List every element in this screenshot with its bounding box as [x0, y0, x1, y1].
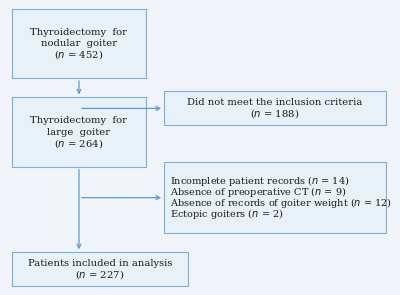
Text: ($n$ = 264): ($n$ = 264) [54, 137, 104, 150]
Text: ($n$ = 452): ($n$ = 452) [54, 48, 104, 61]
Text: Patients included in analysis: Patients included in analysis [28, 259, 172, 268]
Text: ($n$ = 227): ($n$ = 227) [75, 268, 125, 281]
Text: Absence of records of goiter weight ($n$ = 12): Absence of records of goiter weight ($n$… [170, 196, 392, 210]
FancyBboxPatch shape [12, 9, 146, 78]
FancyBboxPatch shape [164, 91, 386, 125]
Text: ($n$ = 188): ($n$ = 188) [250, 108, 300, 120]
Text: Thyroidectomy  for: Thyroidectomy for [30, 28, 128, 37]
FancyBboxPatch shape [164, 162, 386, 233]
Text: Did not meet the inclusion criteria: Did not meet the inclusion criteria [187, 98, 363, 107]
FancyBboxPatch shape [12, 252, 188, 286]
Text: Ectopic goiters ($n$ = 2): Ectopic goiters ($n$ = 2) [170, 207, 284, 222]
Text: Absence of preoperative CT ($n$ = 9): Absence of preoperative CT ($n$ = 9) [170, 185, 346, 199]
Text: Incomplete patient records ($n$ = 14): Incomplete patient records ($n$ = 14) [170, 174, 350, 188]
FancyBboxPatch shape [12, 97, 146, 167]
Text: nodular  goiter: nodular goiter [41, 39, 117, 48]
Text: Thyroidectomy  for: Thyroidectomy for [30, 116, 128, 125]
Text: large  goiter: large goiter [48, 127, 110, 137]
